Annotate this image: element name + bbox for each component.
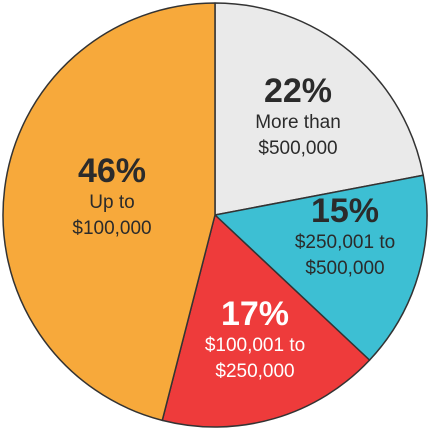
slice-percent-label-1: 22% xyxy=(264,72,332,110)
slice-percent-label-2: 15% xyxy=(311,192,379,230)
slice-category-label-4-line-1: Up to xyxy=(89,192,134,213)
slice-category-label-3-line-1: $100,001 to xyxy=(205,335,305,356)
slice-percent-label-3: 17% xyxy=(221,295,289,333)
slice-category-label-2-line-1: $250,001 to xyxy=(295,232,395,253)
slice-percent-label-4: 46% xyxy=(78,152,146,190)
slice-category-label-2-line-2: $500,000 xyxy=(305,258,384,279)
slice-category-label-4-line-2: $100,000 xyxy=(72,218,151,239)
pie-slice-3 xyxy=(161,214,371,428)
pie-slice-4 xyxy=(2,2,216,422)
pie-slice-2 xyxy=(214,174,428,361)
slice-category-label-1-line-2: $500,000 xyxy=(258,138,337,159)
pie-labels: 22%More than $500,000 15%$250,001 to $500,0… xyxy=(72,72,395,382)
slice-category-label-3-line-2: $250,000 xyxy=(215,361,294,382)
pie-slice-1 xyxy=(214,2,424,216)
slice-category-label-1-line-1: More than xyxy=(255,112,341,133)
